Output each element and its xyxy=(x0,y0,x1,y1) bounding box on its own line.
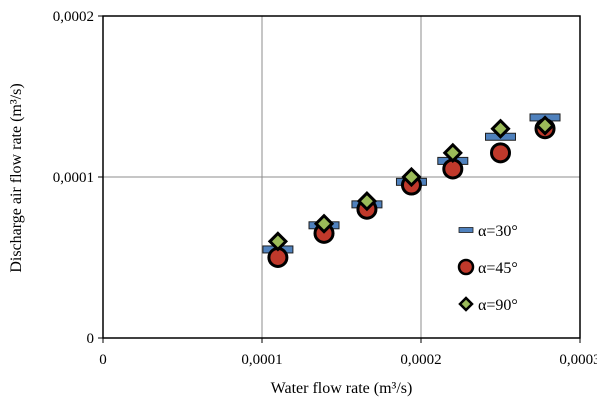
legend-item: α=45° xyxy=(457,258,518,277)
data-point xyxy=(313,213,335,234)
legend-marker xyxy=(457,258,475,276)
legend: α=30° α=45° α=90° xyxy=(457,223,518,314)
legend-marker xyxy=(458,227,474,233)
data-point xyxy=(490,118,511,139)
legend-marker xyxy=(458,296,474,312)
data-markers xyxy=(262,113,561,268)
y-tick-label: 0,0002 xyxy=(53,9,94,25)
legend-label: α=45° xyxy=(478,260,518,277)
x-tick-label: 0,0003 xyxy=(559,352,597,368)
axis-ticks: 0 0,0001 0,0002 0,0003 0 0,0001 0,0002 xyxy=(53,9,597,368)
x-tick-label: 0,0002 xyxy=(400,352,441,368)
data-point xyxy=(356,191,378,212)
data-point xyxy=(401,166,422,188)
data-point xyxy=(267,231,289,252)
legend-label: α=90° xyxy=(478,297,518,314)
y-axis-label: Discharge air flow rate (m³/s) xyxy=(8,83,25,272)
data-point xyxy=(534,115,556,136)
y-tick-label: 0,0001 xyxy=(53,170,94,186)
legend-item: α=30° xyxy=(458,223,518,240)
data-point xyxy=(490,142,511,164)
y-tick-label: 0 xyxy=(87,331,95,347)
x-tick-label: 0 xyxy=(99,352,107,368)
series-diamond xyxy=(267,115,556,252)
x-axis-label: Water flow rate (m³/s) xyxy=(271,380,413,397)
data-point xyxy=(442,142,463,163)
legend-item: α=90° xyxy=(458,296,518,314)
x-tick-label: 0,0001 xyxy=(241,352,282,368)
legend-label: α=30° xyxy=(478,223,518,240)
